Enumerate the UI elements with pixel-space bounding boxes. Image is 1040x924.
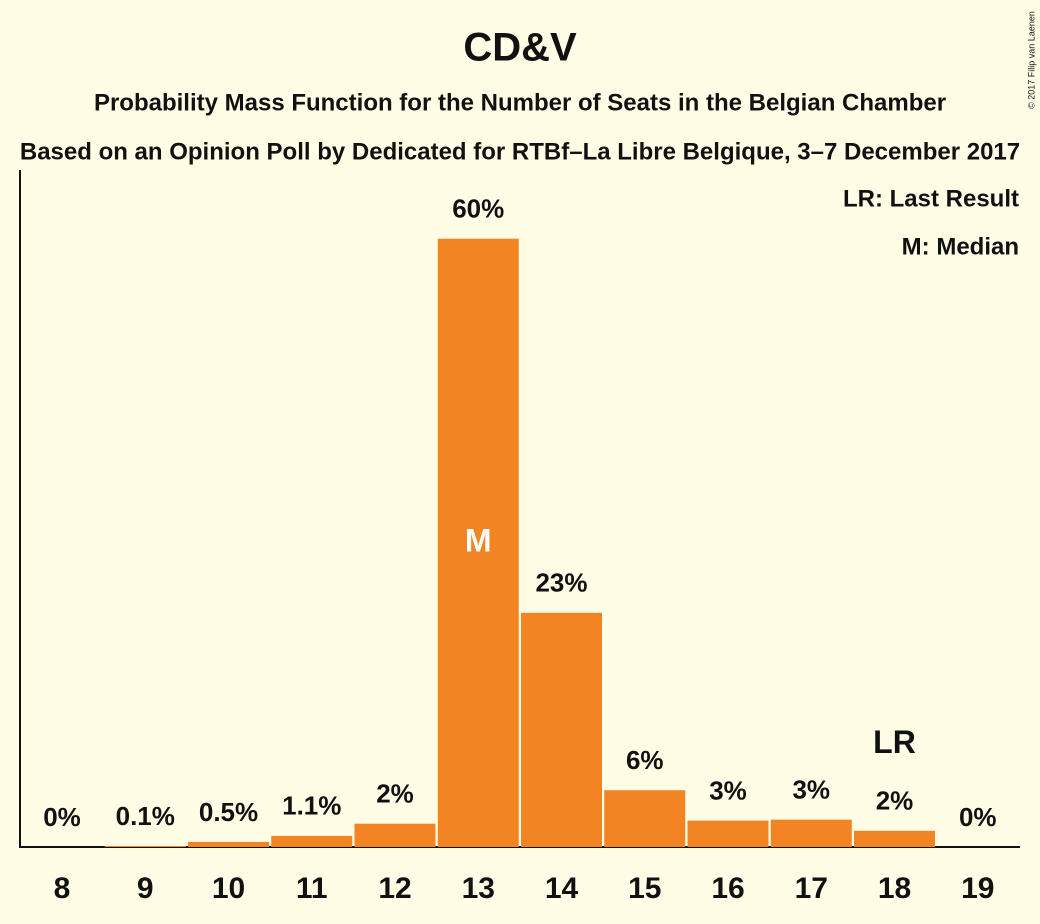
value-label: 0.1% [116, 801, 175, 831]
bar [354, 823, 436, 847]
value-label: 60% [452, 194, 504, 224]
marker-label: M [465, 522, 492, 558]
chart-title: CD&V [463, 26, 577, 70]
chart-subtitle: Probability Mass Function for the Number… [94, 89, 946, 116]
x-tick-label: 18 [878, 872, 911, 905]
bar [521, 612, 602, 847]
value-label: 2% [876, 786, 914, 816]
value-label: 23% [535, 568, 587, 598]
x-tick-label: 10 [212, 872, 245, 905]
legend-entry: LR: Last Result [843, 185, 1019, 212]
bar [437, 238, 519, 847]
x-tick-label: 14 [545, 872, 579, 905]
x-tick-label: 13 [462, 872, 495, 905]
x-tick-label: 9 [137, 872, 154, 905]
bar [271, 835, 353, 847]
value-label: 0% [959, 802, 997, 832]
x-tick-label: 12 [378, 872, 411, 905]
bar [188, 841, 269, 847]
value-label: 6% [626, 745, 664, 775]
x-tick-label: 15 [628, 872, 661, 905]
marker-label: LR [873, 724, 916, 760]
x-tick-label: 19 [961, 872, 994, 905]
bar [854, 830, 935, 847]
legend-entry: M: Median [902, 233, 1019, 260]
value-label: 3% [792, 775, 830, 805]
x-tick-label: 17 [795, 872, 828, 905]
value-label: 0% [43, 802, 81, 832]
value-label: 3% [709, 776, 747, 806]
chart-subtitle: Based on an Opinion Poll by Dedicated fo… [20, 138, 1020, 165]
copyright: © 2017 Filip van Laenen [1026, 11, 1036, 109]
value-label: 1.1% [282, 791, 341, 821]
bar [770, 819, 852, 847]
bar [604, 790, 686, 847]
bar [687, 820, 769, 847]
x-tick-label: 16 [711, 872, 744, 905]
x-tick-label: 8 [54, 872, 71, 905]
value-label: 0.5% [199, 797, 258, 827]
bar [104, 845, 186, 847]
value-label: 2% [376, 779, 414, 809]
x-tick-label: 11 [296, 872, 328, 905]
